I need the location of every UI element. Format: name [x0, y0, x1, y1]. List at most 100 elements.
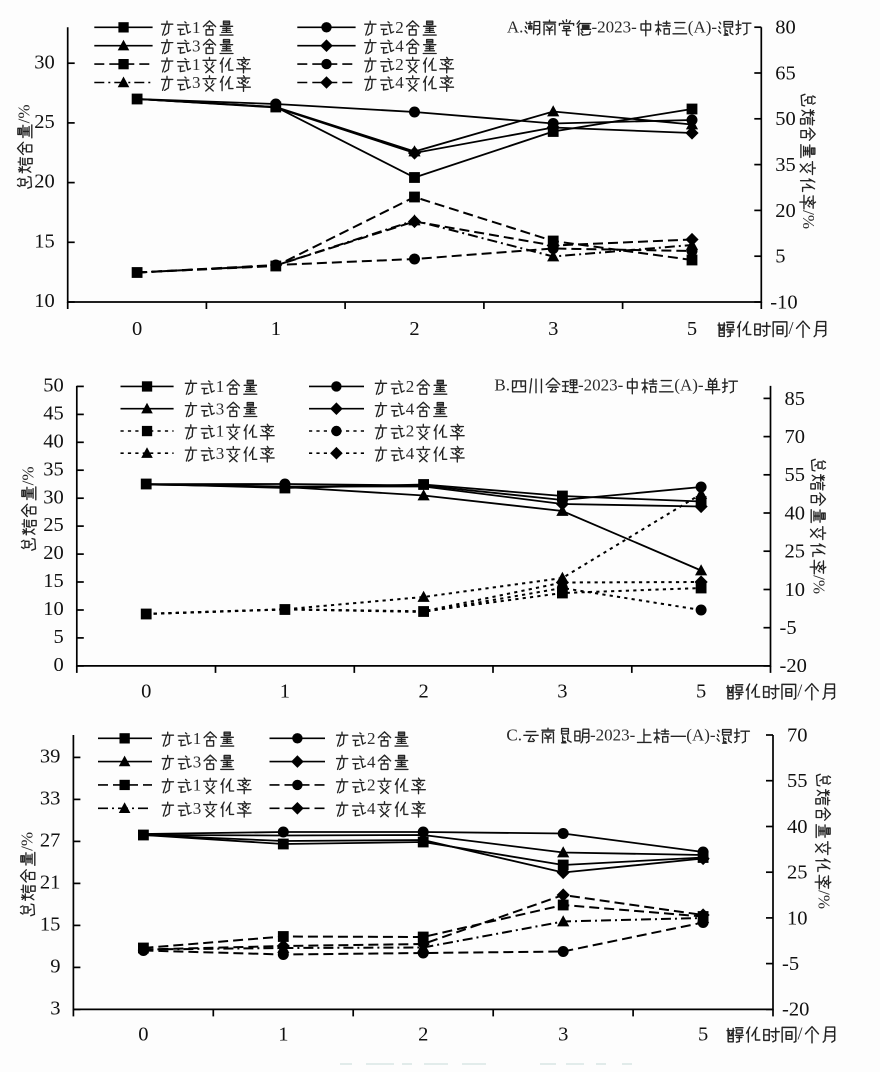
- svg-text:3: 3: [216, 399, 225, 418]
- svg-text:3: 3: [50, 998, 60, 1020]
- svg-text:4: 4: [395, 73, 404, 92]
- svg-text:4: 4: [406, 399, 415, 418]
- svg-text:40: 40: [787, 816, 808, 838]
- svg-text:0: 0: [141, 680, 151, 702]
- svg-text:10: 10: [43, 598, 64, 620]
- svg-text:-20: -20: [780, 655, 807, 677]
- svg-text:(A)-: (A)-: [688, 18, 718, 37]
- svg-text:25: 25: [787, 862, 808, 884]
- svg-text:/%: /%: [19, 467, 38, 486]
- svg-text:5: 5: [696, 680, 706, 702]
- svg-text:2: 2: [395, 55, 404, 74]
- svg-text:2: 2: [409, 318, 419, 340]
- svg-text:1: 1: [193, 776, 202, 795]
- svg-text:2: 2: [406, 422, 415, 441]
- svg-text:55: 55: [787, 770, 808, 792]
- svg-text:20: 20: [775, 200, 796, 222]
- svg-text:1: 1: [278, 1023, 288, 1045]
- svg-text:9: 9: [50, 956, 60, 978]
- svg-text:5: 5: [775, 246, 785, 268]
- svg-text:33: 33: [40, 788, 61, 810]
- svg-text:5: 5: [698, 1023, 708, 1045]
- svg-text:50: 50: [43, 375, 64, 397]
- svg-text:20: 20: [43, 542, 64, 564]
- svg-text:1: 1: [193, 729, 202, 748]
- svg-text:45: 45: [43, 402, 64, 424]
- svg-text:3: 3: [548, 318, 558, 340]
- svg-text:10: 10: [785, 579, 806, 601]
- svg-text:1: 1: [192, 18, 201, 37]
- svg-text:-2023-: -2023-: [578, 376, 624, 395]
- svg-text:2: 2: [418, 1023, 428, 1045]
- svg-text:-2023-: -2023-: [590, 726, 636, 745]
- svg-text:/: /: [797, 681, 802, 701]
- svg-text:70: 70: [785, 426, 806, 448]
- svg-text:55: 55: [785, 464, 806, 486]
- svg-text:40: 40: [785, 502, 806, 524]
- svg-text:2: 2: [395, 18, 404, 37]
- svg-text:1: 1: [280, 680, 290, 702]
- svg-text:4: 4: [395, 36, 404, 55]
- svg-text:39: 39: [40, 746, 61, 768]
- svg-text:2: 2: [367, 776, 376, 795]
- svg-text:B.: B.: [494, 376, 510, 395]
- svg-text:(A)-: (A)-: [686, 726, 716, 745]
- svg-text:2: 2: [419, 680, 429, 702]
- svg-text:1: 1: [216, 422, 225, 441]
- svg-text:0: 0: [138, 1023, 148, 1045]
- svg-text:10: 10: [34, 290, 55, 312]
- svg-text:3: 3: [558, 1023, 568, 1045]
- svg-text:-5: -5: [782, 953, 799, 975]
- svg-text:/: /: [798, 1024, 803, 1044]
- svg-text:-10: -10: [770, 291, 797, 313]
- svg-text:/%: /%: [809, 575, 828, 594]
- svg-text:1: 1: [192, 55, 201, 74]
- svg-text:80: 80: [775, 17, 796, 39]
- svg-text:C.: C.: [506, 726, 522, 745]
- svg-text:35: 35: [43, 458, 64, 480]
- svg-text:27: 27: [40, 830, 61, 852]
- svg-text:30: 30: [43, 486, 64, 508]
- svg-text:3: 3: [192, 73, 201, 92]
- svg-text:5: 5: [54, 626, 64, 648]
- svg-text:85: 85: [785, 388, 806, 410]
- svg-text:/: /: [789, 318, 794, 338]
- svg-text:1: 1: [216, 377, 225, 396]
- svg-text:0: 0: [132, 318, 142, 340]
- svg-text:5: 5: [687, 318, 697, 340]
- svg-text:4: 4: [367, 799, 376, 818]
- svg-text:25: 25: [785, 541, 806, 563]
- svg-text:/%: /%: [814, 890, 833, 909]
- svg-text:20: 20: [34, 171, 55, 193]
- svg-text:0: 0: [54, 654, 64, 676]
- svg-text:3: 3: [216, 444, 225, 463]
- svg-text:25: 25: [43, 514, 64, 536]
- svg-text:3: 3: [192, 36, 201, 55]
- svg-text:A.: A.: [507, 18, 524, 37]
- svg-text:25: 25: [34, 111, 55, 133]
- svg-text:10: 10: [787, 907, 808, 929]
- svg-text:1: 1: [271, 318, 281, 340]
- svg-text:/%: /%: [799, 210, 818, 229]
- svg-text:50: 50: [775, 108, 796, 130]
- svg-text:2: 2: [367, 729, 376, 748]
- svg-text:-2023-: -2023-: [592, 18, 638, 37]
- svg-text:30: 30: [34, 51, 55, 73]
- svg-text:3: 3: [193, 799, 202, 818]
- svg-text:3: 3: [557, 680, 567, 702]
- svg-text:2: 2: [406, 377, 415, 396]
- svg-text:35: 35: [775, 154, 796, 176]
- svg-text:15: 15: [40, 914, 61, 936]
- svg-text:/%: /%: [18, 832, 37, 851]
- svg-text:4: 4: [406, 444, 415, 463]
- svg-text:-5: -5: [780, 617, 797, 639]
- svg-text:65: 65: [775, 62, 796, 84]
- svg-text:40: 40: [43, 430, 64, 452]
- svg-text:-20: -20: [782, 999, 809, 1021]
- svg-text:21: 21: [40, 872, 61, 894]
- svg-text:15: 15: [43, 570, 64, 592]
- svg-text:4: 4: [367, 752, 376, 771]
- svg-text:/%: /%: [15, 105, 34, 124]
- svg-text:(A)-: (A)-: [674, 376, 704, 395]
- svg-text:15: 15: [34, 230, 55, 252]
